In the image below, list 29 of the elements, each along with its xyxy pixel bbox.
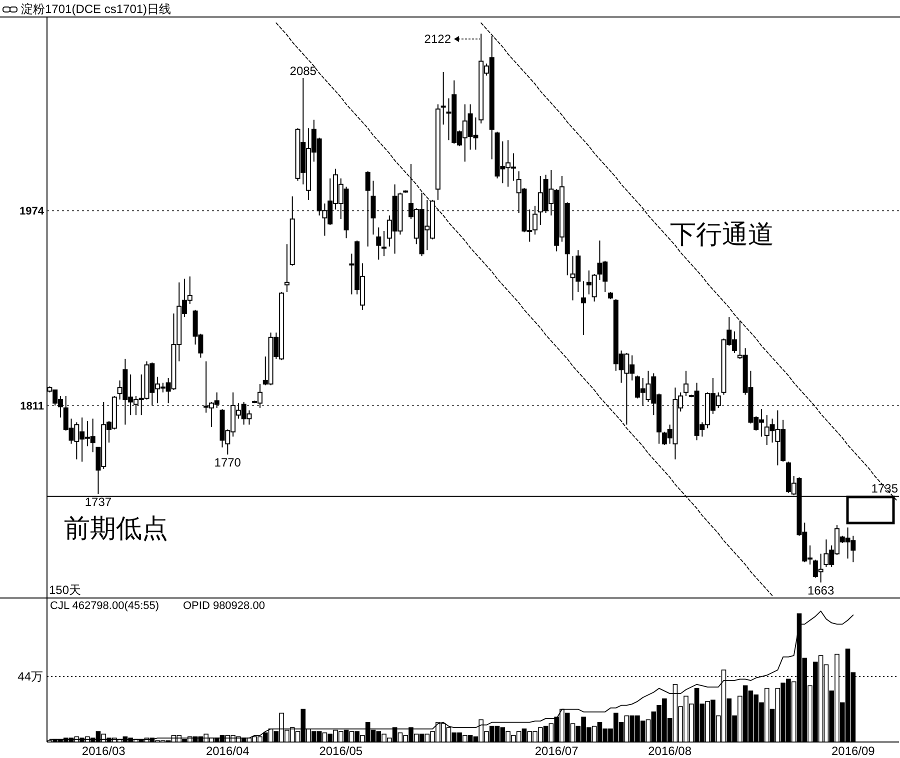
ref-line-label: 44万: [18, 670, 43, 684]
candlestick: [382, 230, 387, 257]
candlestick: [376, 226, 382, 260]
annotation: 150天: [49, 583, 82, 597]
annotation: 1770: [214, 456, 242, 470]
x-tick-label: 2016/03: [82, 744, 126, 758]
x-tick-label: 2016/08: [648, 744, 692, 758]
y-tick-label: 1811: [20, 400, 44, 413]
candlestick: [365, 170, 370, 248]
chart-title: 淀粉1701(DCE cs1701)日线: [21, 2, 172, 16]
candlestick: [284, 244, 290, 292]
y-tick-label: 1974: [20, 206, 45, 218]
annotation: 1663: [807, 583, 834, 598]
annotation: 前期低点: [64, 514, 168, 543]
annotation: 下行通道: [670, 220, 774, 249]
x-tick-label: 2016/05: [319, 744, 363, 758]
annotation: CJL 462798.00(45:55): [50, 600, 160, 612]
candlestick: [581, 280, 586, 336]
x-tick-label: 2016/09: [831, 744, 876, 758]
x-tick-label: 2016/04: [206, 744, 250, 758]
candlestick: [684, 370, 688, 396]
x-tick-label: 2016/07: [534, 744, 579, 758]
annotation: 2085: [290, 64, 317, 78]
candlestick: [370, 180, 376, 236]
annotation: OPID 980928.00: [183, 600, 265, 612]
annotation: 2122: [424, 32, 452, 46]
candlestick: [440, 71, 446, 126]
annotation: 1737: [84, 494, 112, 509]
ref-line-label: 1735: [871, 481, 898, 496]
